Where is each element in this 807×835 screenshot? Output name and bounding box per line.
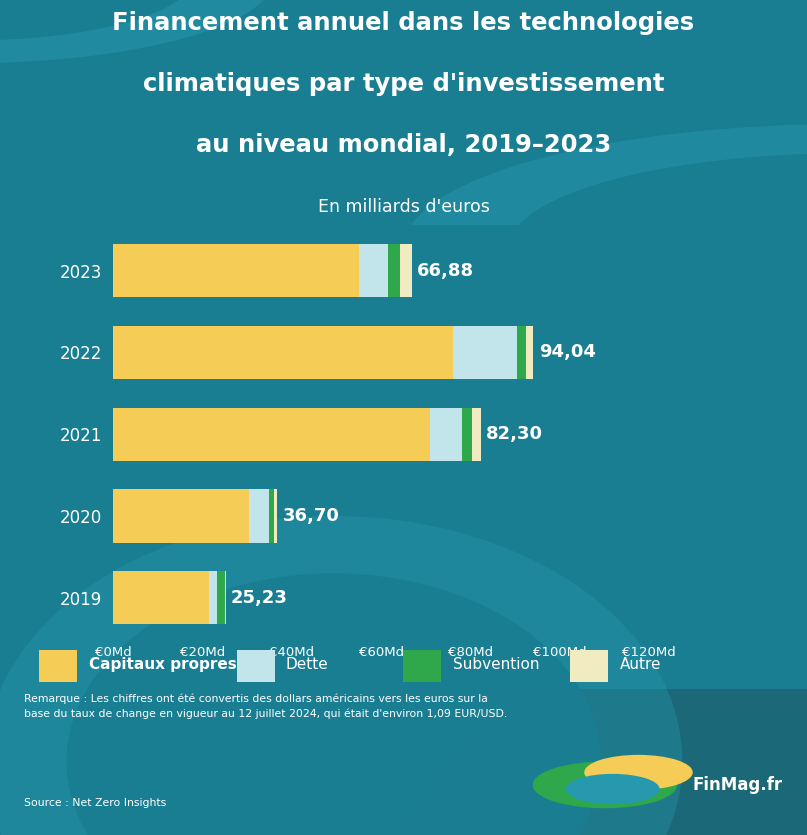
- Bar: [249, 489, 270, 543]
- Bar: [430, 407, 462, 461]
- Bar: [388, 244, 400, 297]
- Text: En milliards d'euros: En milliards d'euros: [318, 199, 489, 216]
- Bar: [113, 326, 453, 379]
- Text: 94,04: 94,04: [538, 343, 596, 362]
- Polygon shape: [387, 689, 807, 835]
- Text: Source : Net Zero Insights: Source : Net Zero Insights: [24, 798, 166, 808]
- Bar: [217, 571, 225, 625]
- Bar: [359, 244, 388, 297]
- Bar: [113, 571, 209, 625]
- FancyBboxPatch shape: [404, 650, 441, 682]
- Bar: [526, 326, 533, 379]
- Text: 36,70: 36,70: [282, 507, 339, 525]
- Circle shape: [404, 124, 807, 372]
- FancyBboxPatch shape: [236, 650, 274, 682]
- FancyBboxPatch shape: [40, 650, 77, 682]
- Text: Capitaux propres: Capitaux propres: [89, 657, 236, 672]
- Text: Dette: Dette: [286, 657, 328, 672]
- Circle shape: [0, 0, 274, 63]
- Circle shape: [566, 774, 659, 804]
- Text: 66,88: 66,88: [417, 261, 475, 280]
- Bar: [113, 244, 359, 297]
- Text: Remarque : Les chiffres ont été convertis des dollars américains vers les euros : Remarque : Les chiffres ont été converti…: [24, 693, 508, 719]
- Bar: [270, 489, 274, 543]
- Text: climatiques par type d'investissement: climatiques par type d'investissement: [143, 72, 664, 96]
- Bar: [462, 407, 472, 461]
- Bar: [453, 326, 517, 379]
- Bar: [209, 571, 217, 625]
- Circle shape: [533, 762, 677, 808]
- Circle shape: [0, 0, 194, 41]
- Bar: [517, 326, 526, 379]
- Text: Autre: Autre: [620, 657, 661, 672]
- FancyBboxPatch shape: [571, 650, 608, 682]
- Circle shape: [584, 755, 692, 790]
- Bar: [113, 407, 430, 461]
- Circle shape: [0, 516, 683, 835]
- Text: 25,23: 25,23: [231, 589, 288, 607]
- Text: 82,30: 82,30: [486, 425, 543, 443]
- Circle shape: [508, 154, 807, 342]
- Bar: [113, 489, 249, 543]
- Circle shape: [66, 574, 601, 835]
- Text: Financement annuel dans les technologies: Financement annuel dans les technologies: [112, 12, 695, 35]
- Bar: [472, 407, 481, 461]
- Bar: [400, 244, 412, 297]
- Text: Subvention: Subvention: [453, 657, 539, 672]
- Text: au niveau mondial, 2019–2023: au niveau mondial, 2019–2023: [196, 133, 611, 157]
- Text: FinMag.fr: FinMag.fr: [692, 776, 783, 794]
- Bar: [274, 489, 277, 543]
